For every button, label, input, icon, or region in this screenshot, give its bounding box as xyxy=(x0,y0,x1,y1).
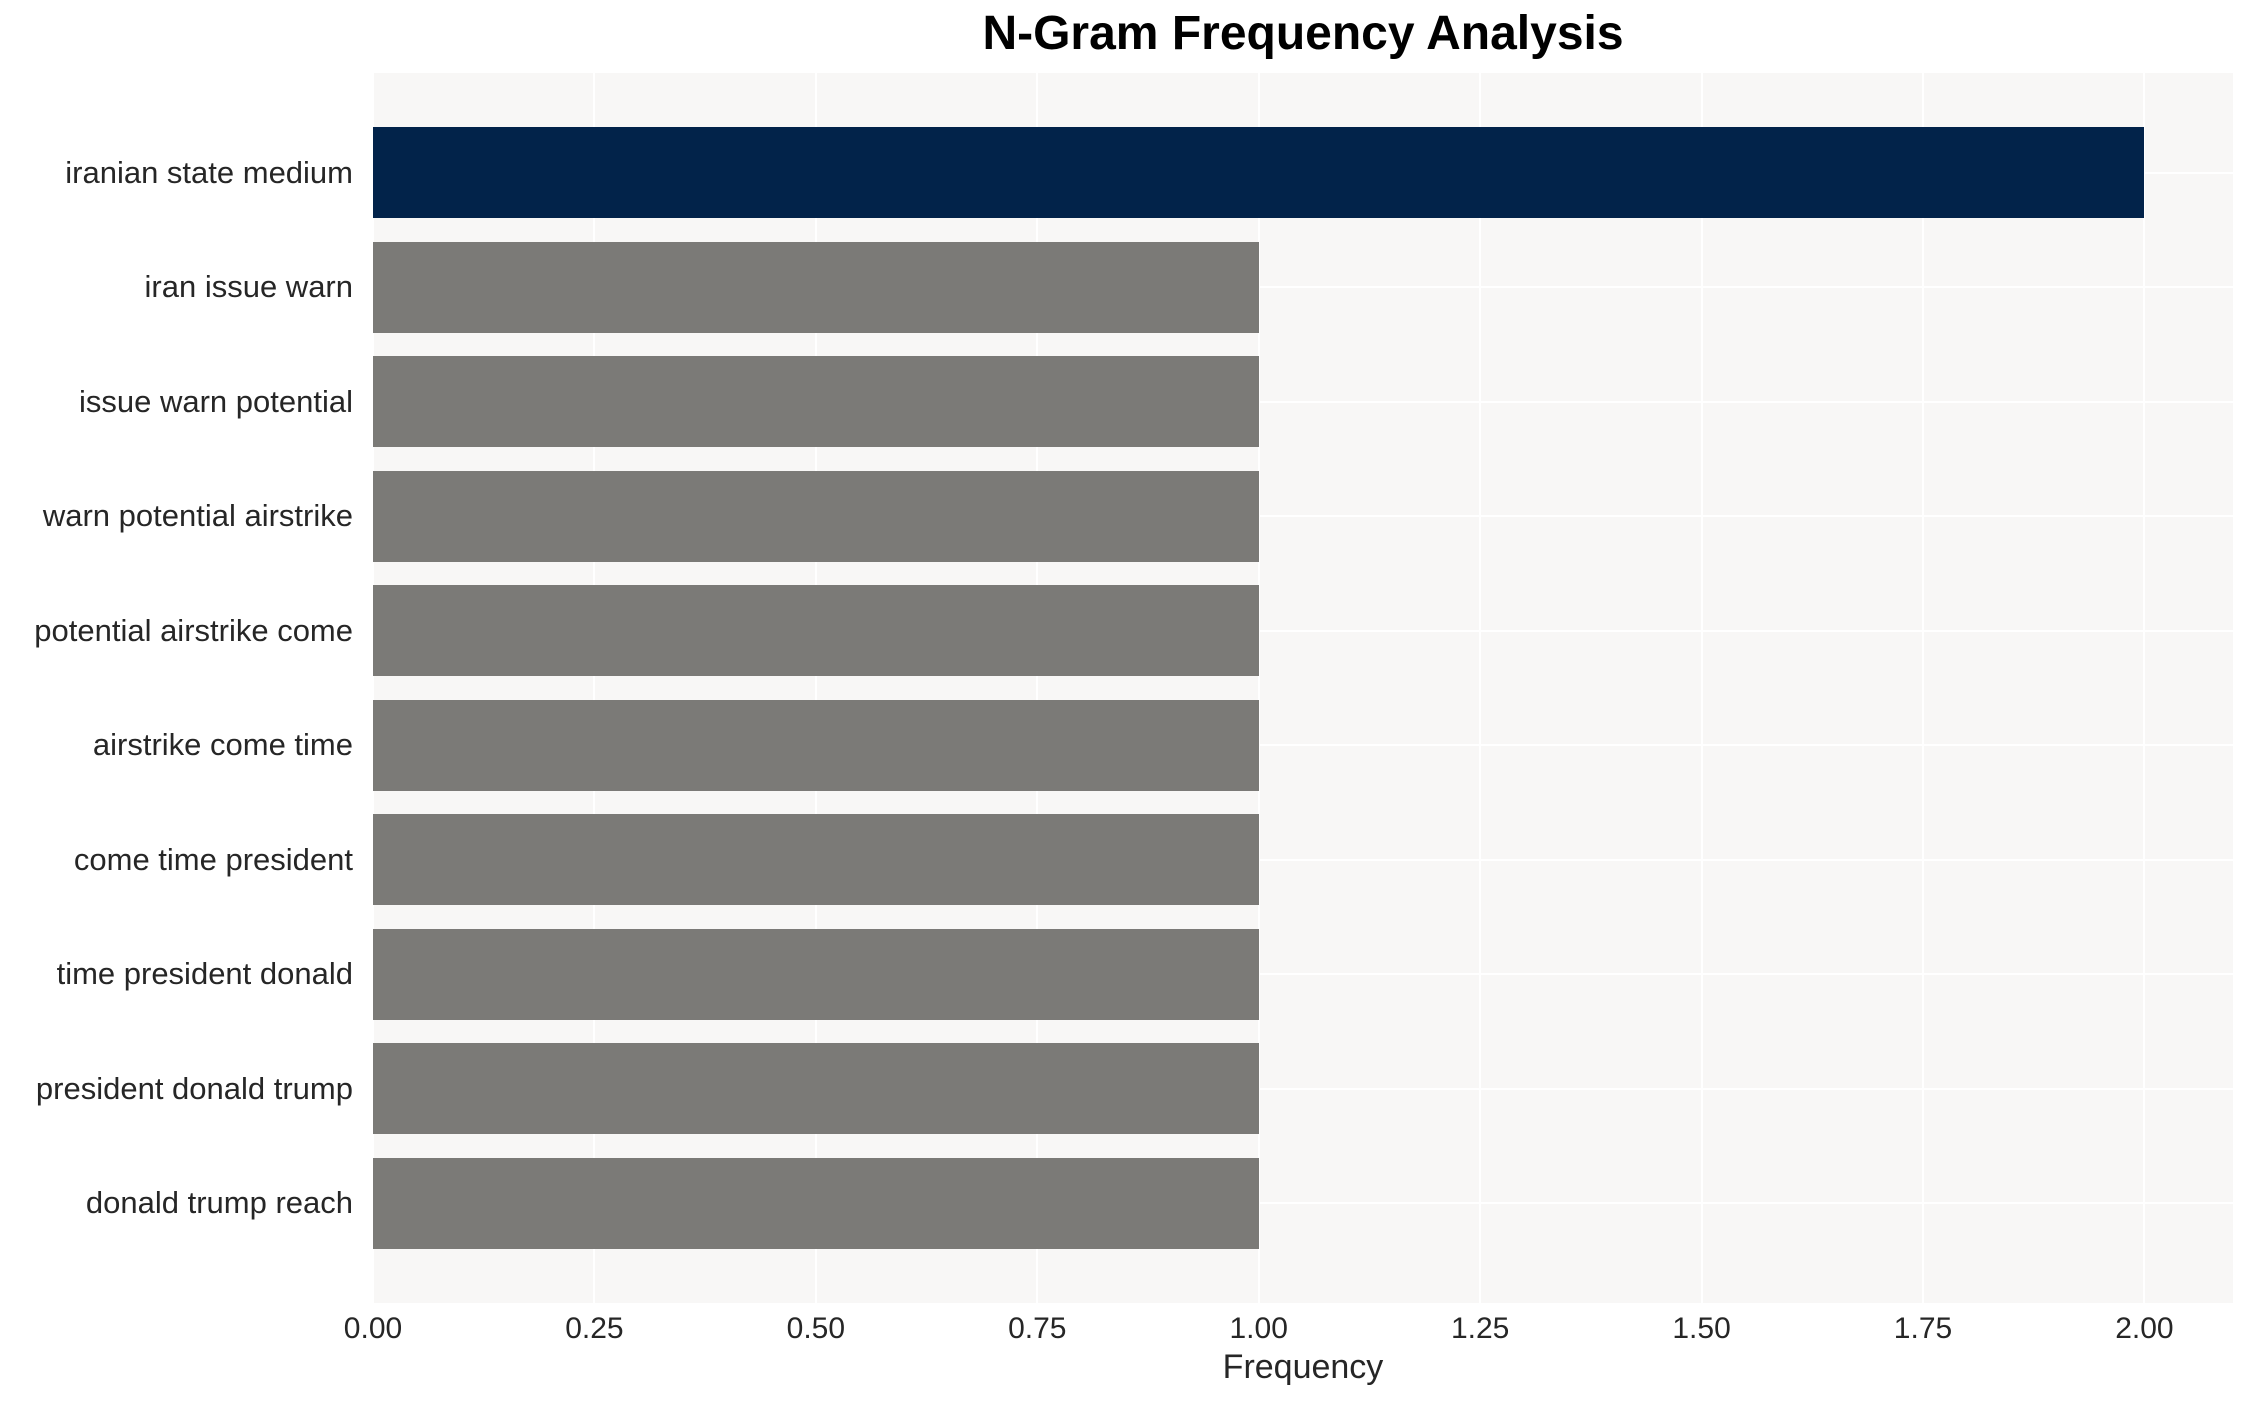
bar xyxy=(373,1157,1259,1249)
x-gridline xyxy=(1257,73,1260,1303)
y-tick-label: airstrike come time xyxy=(92,727,353,762)
bar xyxy=(373,241,1259,333)
y-gridline xyxy=(373,1202,2233,1204)
y-gridline xyxy=(373,973,2233,975)
x-tick-label: 0.50 xyxy=(786,1312,846,1345)
y-tick-label: donald trump reach xyxy=(85,1185,353,1220)
y-gridline xyxy=(373,629,2233,632)
y-tick-label: time president donald xyxy=(56,956,353,991)
y-tick-label: warn potential airstrike xyxy=(42,498,353,533)
x-gridline xyxy=(2143,73,2146,1303)
bar xyxy=(373,356,1259,447)
bar xyxy=(373,127,2145,218)
y-tick-label: president donald trump xyxy=(35,1070,353,1106)
x-gridline xyxy=(593,73,596,1303)
y-gridline xyxy=(373,744,2233,746)
x-tick-label: 1.25 xyxy=(1450,1312,1510,1345)
y-gridline xyxy=(373,515,2233,517)
x-tick-label: 1.00 xyxy=(1229,1312,1288,1345)
x-gridline xyxy=(1479,73,1482,1303)
x-gridline xyxy=(1700,73,1703,1303)
plot-area xyxy=(372,73,2233,1303)
x-tick-label: 1.50 xyxy=(1672,1312,1731,1345)
x-gridline xyxy=(814,73,817,1303)
bar xyxy=(373,585,1259,676)
chart-title: N-Gram Frequency Analysis xyxy=(982,7,1624,60)
y-gridline xyxy=(373,400,2233,403)
x-tick-label: 0.75 xyxy=(1008,1312,1067,1345)
y-gridline xyxy=(373,286,2233,288)
y-tick-label: come time president xyxy=(73,841,353,877)
x-gridline xyxy=(1922,73,1924,1303)
bar xyxy=(373,470,1259,562)
x-tick-label: 0.25 xyxy=(565,1312,624,1345)
y-gridline xyxy=(373,1087,2233,1090)
bar xyxy=(373,814,1259,905)
y-tick-label: issue warn potential xyxy=(79,383,353,419)
x-axis-label: Frequency xyxy=(1222,1348,1384,1386)
x-gridline xyxy=(1036,73,1039,1303)
bar xyxy=(373,699,1259,791)
y-tick-label: potential airstrike come xyxy=(34,612,353,648)
y-gridline xyxy=(373,858,2233,861)
x-gridline xyxy=(372,73,374,1303)
bar xyxy=(373,928,1259,1020)
x-tick-label: 0.00 xyxy=(343,1312,403,1345)
x-tick-label: 1.75 xyxy=(1893,1312,1953,1345)
y-tick-label: iran issue warn xyxy=(144,269,353,304)
y-tick-label: iranian state medium xyxy=(65,154,353,190)
x-tick-label: 2.00 xyxy=(2115,1312,2174,1345)
bar xyxy=(373,1043,1259,1134)
